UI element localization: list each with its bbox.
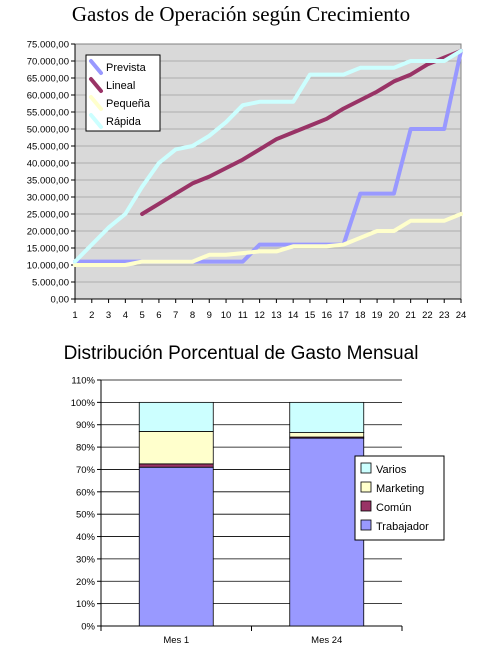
line-legend-swatch xyxy=(89,77,103,93)
bar-category-label: Mes 24 xyxy=(311,635,342,646)
bar-y-tick-label: 110% xyxy=(71,376,95,387)
x-tick-label: 21 xyxy=(405,310,416,321)
line-legend-swatch xyxy=(89,95,103,111)
bar-legend-swatch xyxy=(360,519,372,531)
bar-chart-title: Distribución Porcentual de Gasto Mensual xyxy=(63,343,419,364)
line-series-2 xyxy=(73,212,463,267)
line-legend-label: Prevista xyxy=(106,62,147,74)
x-tick-label: 22 xyxy=(422,310,433,321)
y-tick-label: 0,00 xyxy=(51,295,70,306)
y-tick-label: 15.000,00 xyxy=(27,244,69,255)
x-tick-label: 1 xyxy=(72,310,77,321)
bar-segment-marketing xyxy=(138,431,214,465)
bar-legend-swatch xyxy=(360,500,372,512)
x-tick-label: 5 xyxy=(139,310,144,321)
y-tick-label: 75.000,00 xyxy=(27,40,69,51)
y-tick-label: 10.000,00 xyxy=(27,261,69,272)
line-legend-label: Lineal xyxy=(106,80,135,92)
x-tick-label: 6 xyxy=(156,310,161,321)
bar-y-tick-label: 70% xyxy=(76,465,96,476)
x-tick-label: 11 xyxy=(238,310,248,321)
bar-y-tick-label: 80% xyxy=(76,443,96,454)
line-chart-title: Gastos de Operación según Crecimiento xyxy=(71,2,411,26)
line-legend-label: Pequeña xyxy=(106,98,151,110)
y-tick-label: 20.000,00 xyxy=(27,227,69,238)
bar-y-tick-label: 30% xyxy=(76,554,96,565)
bar-y-tick-label: 0% xyxy=(81,622,95,633)
x-tick-label: 19 xyxy=(372,310,383,321)
y-tick-label: 50.000,00 xyxy=(27,125,69,136)
x-tick-label: 16 xyxy=(321,310,332,321)
line-series-1 xyxy=(140,48,463,216)
x-tick-label: 20 xyxy=(389,310,400,321)
line-legend-label: Rápida xyxy=(106,116,142,128)
y-tick-label: 65.000,00 xyxy=(27,74,69,85)
x-tick-label: 8 xyxy=(190,310,195,321)
x-tick-label: 24 xyxy=(456,310,467,321)
y-tick-label: 30.000,00 xyxy=(27,193,69,204)
bar-y-tick-label: 40% xyxy=(76,532,96,543)
bar-legend-label: Trabajador xyxy=(376,521,429,533)
bar-segment-varios xyxy=(289,401,365,433)
y-tick-label: 5.000,00 xyxy=(32,278,69,289)
line-series-3 xyxy=(73,48,463,264)
y-tick-label: 70.000,00 xyxy=(27,57,69,68)
line-legend-swatch xyxy=(89,59,103,75)
y-tick-label: 35.000,00 xyxy=(27,176,69,187)
bar-segment-marketing xyxy=(289,432,365,438)
x-tick-label: 9 xyxy=(207,310,212,321)
x-tick-label: 10 xyxy=(221,310,232,321)
x-tick-label: 4 xyxy=(123,310,128,321)
bar-y-tick-label: 60% xyxy=(76,487,96,498)
bar-y-tick-label: 20% xyxy=(76,577,96,588)
x-tick-label: 17 xyxy=(338,310,349,321)
x-tick-label: 15 xyxy=(305,310,316,321)
x-tick-label: 18 xyxy=(355,310,366,321)
bar-legend-label: Marketing xyxy=(376,483,424,495)
y-tick-label: 60.000,00 xyxy=(27,91,69,102)
bar-category-label: Mes 1 xyxy=(163,635,189,646)
bar-segment-trabajador xyxy=(289,437,365,627)
bar-legend-label: Varios xyxy=(376,464,407,476)
x-tick-label: 7 xyxy=(173,310,178,321)
y-tick-label: 40.000,00 xyxy=(27,159,69,170)
x-tick-label: 12 xyxy=(254,310,265,321)
x-tick-label: 14 xyxy=(288,310,299,321)
y-tick-label: 25.000,00 xyxy=(27,210,69,221)
bar-segment-trabajador xyxy=(138,466,214,627)
x-tick-label: 13 xyxy=(271,310,282,321)
bar-legend-swatch xyxy=(360,481,372,493)
bar-y-tick-label: 90% xyxy=(76,420,96,431)
bar-segment-común xyxy=(138,463,214,468)
bar-segment-varios xyxy=(138,401,214,432)
bar-y-tick-label: 10% xyxy=(76,599,96,610)
bar-legend-label: Común xyxy=(376,502,411,514)
x-tick-label: 2 xyxy=(89,310,94,321)
x-tick-label: 23 xyxy=(439,310,450,321)
line-legend-swatch xyxy=(89,113,103,129)
x-tick-label: 3 xyxy=(106,310,111,321)
bar-y-tick-label: 50% xyxy=(76,510,96,521)
y-tick-label: 45.000,00 xyxy=(27,142,69,153)
y-tick-label: 55.000,00 xyxy=(27,108,69,119)
bar-y-tick-label: 100% xyxy=(71,398,96,409)
bar-legend-swatch xyxy=(360,462,372,474)
